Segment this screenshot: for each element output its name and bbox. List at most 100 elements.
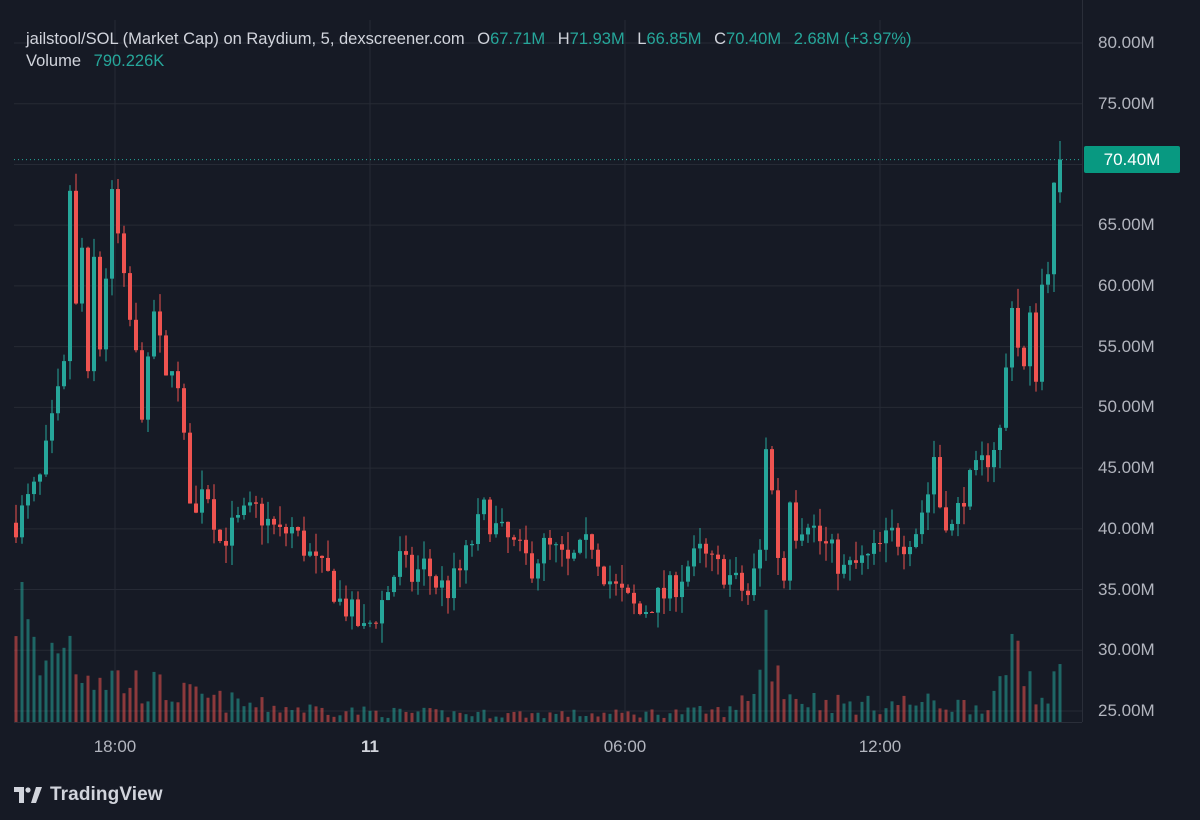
candle-body [830,539,834,544]
volume-bar [44,660,48,722]
candle-body [302,530,306,556]
candle-body [98,256,102,350]
legend-title: jailstool/SOL (Market Cap) on Raydium, 5… [26,30,465,48]
candle-body [356,599,360,626]
candle-body [74,190,78,304]
candle-body [866,553,870,556]
volume-bar [662,717,666,722]
candle-body [422,558,426,570]
candle-body [68,190,72,362]
volume-bar [638,717,642,722]
volume-bar [164,700,168,722]
candle-body [674,575,678,598]
volume-bar [788,694,792,722]
candle-body [974,460,978,471]
volume-bar [920,701,924,722]
candle-body [734,572,738,576]
candle-body [446,580,450,599]
candle-body [182,388,186,433]
candle-body [878,543,882,545]
volume-bar [872,710,876,722]
candle-body [26,494,30,506]
volume-bar [674,709,678,722]
candle-body [650,612,654,614]
volume-bar [770,681,774,722]
candle-body [944,507,948,531]
candle-body [668,575,672,599]
volume-bar [704,713,708,722]
candle-body [56,386,60,414]
candle-body [278,524,282,527]
candle-body [998,427,1002,450]
candle-body [512,537,516,540]
candle-body [140,350,144,420]
volume-bar [782,699,786,722]
volume-bar [1034,704,1038,722]
volume-bar [830,713,834,722]
candle-body [704,543,708,554]
candle-body [680,581,684,598]
price-tick-label: 80.00M [1098,33,1155,52]
candle-body [566,549,570,559]
volume-bar [986,710,990,722]
candle-body [398,551,402,577]
candle-body [320,555,324,558]
candle-body [920,512,924,535]
candle-body [620,583,624,588]
volume-bar [38,675,42,722]
candle-body [752,568,756,596]
volume-bar [80,682,84,722]
tradingview-logo[interactable]: TradingView [14,782,163,808]
volume-bar [14,636,18,722]
candle-body [470,544,474,546]
candle-body [290,527,294,534]
volume-bar [182,682,186,722]
candle-body [272,518,276,525]
volume-bar [218,690,222,722]
volume-bar [650,709,654,722]
candle-body [350,599,354,617]
candle-body [326,557,330,571]
candle-body [20,505,24,538]
volume-bar [890,701,894,722]
candle-body [560,544,564,550]
volume-bar [686,707,690,722]
volume-bar [410,712,414,722]
volume-bar [536,712,540,722]
volume-bar [344,711,348,722]
volume-bar [332,716,336,722]
candle-body [590,534,594,550]
candle-body [818,525,822,542]
legend-open: 67.71M [490,30,546,48]
volume-bar [56,653,60,722]
candle-body [872,543,876,554]
candle-body [194,503,198,513]
candle-body [1022,347,1026,367]
volume-bar [434,709,438,722]
volume-bar [626,711,630,722]
volume-bar [98,677,102,722]
volume-bar [416,711,420,722]
candle-body [968,470,972,507]
candle-body [626,587,630,593]
volume-bar [512,711,516,722]
price-tick-label: 55.00M [1098,336,1155,356]
candle-body [884,530,888,544]
candle-body [80,247,84,304]
volume-bar [668,713,672,722]
candle-body [1034,312,1038,382]
volume-bar [806,707,810,722]
candle-body [632,592,636,604]
volume-bar [446,717,450,722]
volume-bar [104,689,108,722]
volume-bar [926,693,930,722]
volume-bar [776,665,780,722]
volume-bar [398,708,402,722]
volume-bar [326,714,330,722]
volume-bar [230,692,234,722]
candle-body [134,319,138,351]
volume-bar [950,711,954,722]
candle-body [146,356,150,420]
